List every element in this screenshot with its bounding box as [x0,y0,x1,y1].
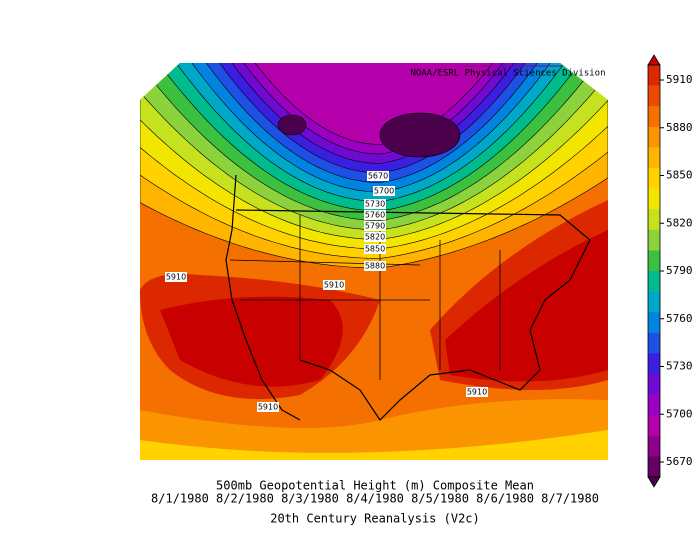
contour-label: 5910 [258,403,278,412]
contour-label-box [373,186,395,196]
caption-source: 20th Century Reanalysis (V2c) [270,512,480,526]
contour-label-box [165,272,187,282]
colorbar-swatch [648,85,660,107]
map-field [140,63,608,460]
state-lines [229,212,501,380]
contour-label: 5910 [467,388,487,397]
field-band [277,114,307,136]
contour-label-box [364,244,386,254]
contour-label: 5760 [365,211,385,220]
contour-label-box [364,232,386,242]
field-band [445,230,608,382]
coastline [235,209,591,421]
colorbar-tick-label: 5790 [666,264,693,277]
contour-label-box [257,402,279,412]
contour-label: 5850 [365,245,385,254]
field-band [160,296,343,387]
colorbar-tick-label: 5760 [666,312,693,325]
colorbar-triangle [647,476,661,488]
contour-label: 5730 [365,200,385,209]
colorbar-swatch [648,126,660,148]
colorbar-swatch [648,209,660,231]
contour-label-box [323,280,345,290]
colorbar-swatch [648,147,660,169]
colorbar-swatch [648,332,660,354]
contour-label-box [364,221,386,231]
contour-label-box [364,210,386,220]
field-band [140,63,608,145]
colorbar-swatch [648,415,660,437]
colorbar-swatch [648,312,660,334]
colorbar-tick-label: 5700 [666,407,693,420]
colorbar-swatch [648,271,660,292]
caption-title: 500mb Geopotential Height (m) Composite … [216,479,534,493]
field-band [379,112,461,158]
caption-dates: 8/1/1980 8/2/1980 8/3/1980 8/4/1980 8/5/… [151,492,599,506]
colorbar-swatch [648,456,660,478]
contour-label-box [367,171,389,181]
colorbar-tick-label: 5730 [666,360,693,373]
colorbar-tick-label: 5670 [666,455,693,468]
colorbar-swatch [648,353,660,375]
colorbar-swatch [648,188,660,210]
colorbar-swatch [648,394,660,416]
contour-label: 5700 [374,187,394,196]
contour-label: 5910 [166,273,186,282]
colorbar-tick-label: 5910 [666,73,693,86]
colorbar-swatch [648,435,660,457]
contour-label-box [364,261,386,271]
colorbar-swatch [648,291,660,313]
credit: NOAA/ESRL Physical Sciences Division [410,69,605,79]
contour-label: 5670 [368,172,388,181]
contour-label-box [364,199,386,209]
colorbar-swatch [648,250,660,272]
contour-label: 5820 [365,233,385,242]
colorbar-swatch [648,168,660,189]
field-band [140,430,608,460]
colorbar-tick-label: 5850 [666,169,693,182]
contour-labels: 5670 5700 5730 5760 5790 5820 5850 5880 5910 5910… [165,171,488,412]
contour-label: 5790 [365,222,385,231]
contour-label: 5910 [324,281,344,290]
contour-label: 5880 [365,262,385,271]
colorbar-swatch [648,65,660,86]
colorbar-swatch [648,106,660,128]
colorbar-tick-label: 5820 [666,216,693,229]
colorbar-swatch [648,374,660,395]
colorbar-tick-label: 5880 [666,121,693,134]
colorbar: 5910 5880 5850 5820 5790 5760 5730 5700 5670 [647,54,693,488]
colorbar-triangle [647,54,661,66]
colorbar-swatch [648,229,660,251]
contour-label-box [466,387,488,397]
